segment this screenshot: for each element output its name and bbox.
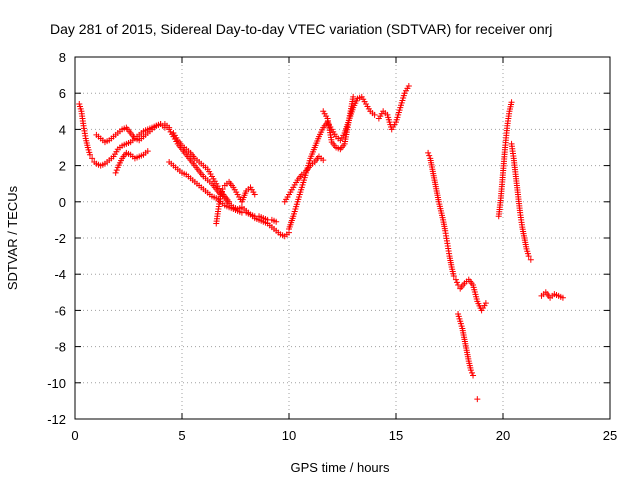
x-tick-label: 15: [389, 428, 403, 443]
data-point-fill: [426, 152, 433, 159]
axes-layer: [74, 56, 611, 420]
labels-layer: Day 281 of 2015, Sidereal Day-to-day VTE…: [5, 21, 617, 475]
marks-layer: [76, 82, 566, 403]
data-point: [144, 148, 151, 155]
y-tick-label: -4: [54, 267, 66, 282]
y-tick-label: 8: [59, 50, 66, 65]
data-point: [405, 82, 412, 89]
data-point-fill: [453, 279, 460, 286]
data-point: [508, 99, 515, 106]
data-point: [273, 218, 280, 225]
y-axis-label: SDTVAR / TECUs: [5, 185, 20, 290]
data-point: [112, 169, 119, 176]
chart-title: Day 281 of 2015, Sidereal Day-to-day VTE…: [50, 21, 552, 37]
data-point: [350, 93, 357, 100]
data-point: [161, 124, 168, 131]
y-tick-label: 4: [59, 122, 66, 137]
data-point: [482, 300, 489, 307]
data-point: [219, 186, 226, 193]
data-point: [559, 294, 566, 301]
y-tick-label: -6: [54, 303, 66, 318]
y-tick-label: -10: [47, 376, 66, 391]
data-point: [86, 151, 93, 158]
data-point: [467, 367, 474, 374]
data-point: [320, 157, 327, 164]
data-point: [425, 149, 432, 156]
y-tick-label: -8: [54, 340, 66, 355]
y-tick-label: 2: [59, 159, 66, 174]
data-point-fill: [113, 167, 120, 174]
y-tick-label: 0: [59, 195, 66, 210]
y-tick-label: -2: [54, 231, 66, 246]
data-point-fill: [468, 369, 475, 376]
x-tick-label: 10: [282, 428, 296, 443]
data-point: [474, 396, 481, 403]
x-tick-label: 25: [603, 428, 617, 443]
data-point: [527, 256, 534, 263]
y-tick-label: 6: [59, 86, 66, 101]
data-point: [470, 372, 477, 379]
data-point: [450, 273, 457, 280]
data-point: [89, 155, 96, 162]
x-axis-label: GPS time / hours: [291, 460, 390, 475]
data-point: [226, 198, 233, 205]
data-point: [525, 253, 532, 260]
y-tick-label: -12: [47, 412, 66, 427]
x-tick-label: 5: [178, 428, 185, 443]
data-point: [251, 191, 258, 198]
x-tick-label: 20: [496, 428, 510, 443]
x-tick-label: 0: [71, 428, 78, 443]
data-point: [452, 276, 459, 283]
data-point: [371, 111, 378, 118]
grid-layer: [75, 57, 610, 419]
